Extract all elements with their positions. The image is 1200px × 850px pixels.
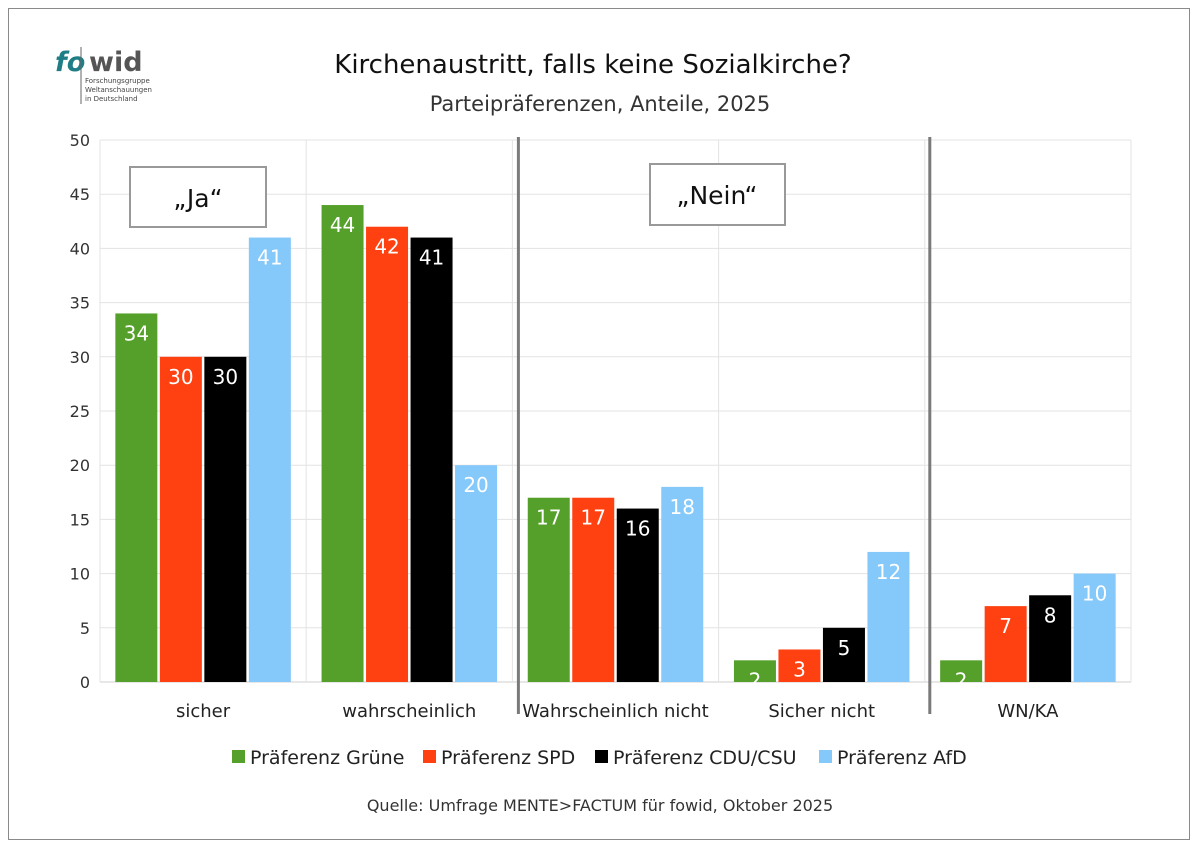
chart-subtitle: Parteipräferenzen, Anteile, 2025 [430, 92, 771, 116]
legend-swatch [423, 750, 436, 763]
chart-title: Kirchenaustritt, falls keine Sozialkirch… [334, 50, 851, 80]
bar [1073, 573, 1116, 682]
bar [733, 660, 776, 682]
data-label: 42 [374, 235, 399, 259]
x-tick-label: sicher [176, 701, 231, 722]
data-label: 41 [257, 246, 282, 270]
bar [867, 551, 910, 682]
annotation-nein: „Nein“ [649, 163, 786, 226]
fowid-logo: fo wid Forschungsgruppe Weltanschauungen… [55, 47, 152, 104]
legend-label: Präferenz AfD [837, 747, 967, 769]
legend-label: Präferenz SPD [441, 747, 575, 769]
data-label: 7 [999, 614, 1012, 638]
bar [661, 486, 704, 682]
annotation-nein-box [649, 163, 786, 226]
bar [572, 497, 615, 682]
data-label: 44 [330, 213, 355, 237]
legend-swatch [232, 750, 245, 763]
data-label: 16 [625, 517, 650, 541]
logo-line-1: Forschungsgruppe [85, 77, 150, 85]
y-tick-label: 20 [70, 456, 90, 475]
section-dividers [516, 137, 932, 714]
data-label: 18 [670, 495, 695, 519]
x-tick-label: Wahrscheinlich nicht [522, 701, 708, 722]
data-label: 17 [581, 506, 606, 530]
y-tick-label: 25 [70, 402, 90, 421]
y-tick-label: 0 [80, 673, 90, 692]
bar [778, 649, 821, 682]
x-tick-label: wahrscheinlich [342, 701, 476, 722]
bar [616, 508, 659, 682]
legend-swatch [595, 750, 608, 763]
y-tick-label: 10 [70, 565, 90, 584]
data-labels: 34 30 30 41 44 42 41 20 17 17 16 18 2 3 5 12 2 7 8 10 [124, 213, 1108, 692]
legend: Präferenz Grüne Präferenz SPD Präferenz CD… [232, 747, 967, 769]
logo-wid: wid [89, 47, 143, 78]
bar [321, 205, 364, 683]
bars [115, 205, 1116, 683]
data-label: 30 [213, 365, 238, 389]
data-label: 8 [1044, 603, 1057, 627]
bar [984, 606, 1027, 682]
bar [366, 226, 409, 682]
x-tick-label: WN/KA [997, 701, 1059, 722]
bar [822, 627, 865, 682]
data-label: 17 [536, 506, 561, 530]
x-axis-labels: sicher wahrscheinlich Wahrscheinlich nicht… [176, 701, 1059, 722]
y-tick-label: 5 [80, 619, 90, 638]
logo-fo: fo [55, 47, 85, 78]
bar [527, 497, 570, 682]
annotation-ja: „Ja“ [129, 166, 267, 228]
annotation-ja-text: „Ja“ [173, 184, 222, 213]
data-label: 41 [419, 246, 444, 270]
logo-line-3: in Deutschland [85, 95, 138, 103]
x-tick-label: Sicher nicht [768, 701, 875, 722]
data-label: 5 [838, 636, 851, 660]
y-tick-label: 40 [70, 239, 90, 258]
y-tick-label: 35 [70, 294, 90, 313]
data-label: 2 [749, 668, 762, 692]
bar [248, 237, 291, 682]
data-label: 3 [793, 657, 806, 681]
y-tick-label: 30 [70, 348, 90, 367]
legend-label: Präferenz Grüne [250, 747, 404, 769]
data-label: 2 [955, 668, 968, 692]
bar [455, 465, 498, 682]
data-label: 12 [876, 560, 901, 584]
bar [204, 356, 247, 682]
bar [1029, 595, 1072, 682]
source-note: Quelle: Umfrage MENTE>FACTUM für fowid, … [367, 796, 833, 815]
bar [410, 237, 453, 682]
y-tick-label: 45 [70, 185, 90, 204]
data-label: 34 [124, 321, 149, 345]
bar [940, 660, 983, 682]
annotation-nein-text: „Nein“ [677, 181, 758, 210]
data-label: 20 [463, 473, 488, 497]
y-tick-label: 15 [70, 510, 90, 529]
bar [115, 313, 158, 682]
y-axis-ticks: 0 5 10 15 20 25 30 35 40 45 50 [70, 131, 90, 692]
annotation-ja-box [129, 166, 267, 228]
bar [159, 356, 202, 682]
logo-line-2: Weltanschauungen [85, 86, 152, 94]
data-label: 30 [168, 365, 193, 389]
legend-label: Präferenz CDU/CSU [613, 747, 797, 769]
legend-swatch [819, 750, 832, 763]
y-tick-label: 50 [70, 131, 90, 150]
data-label: 10 [1082, 582, 1107, 606]
